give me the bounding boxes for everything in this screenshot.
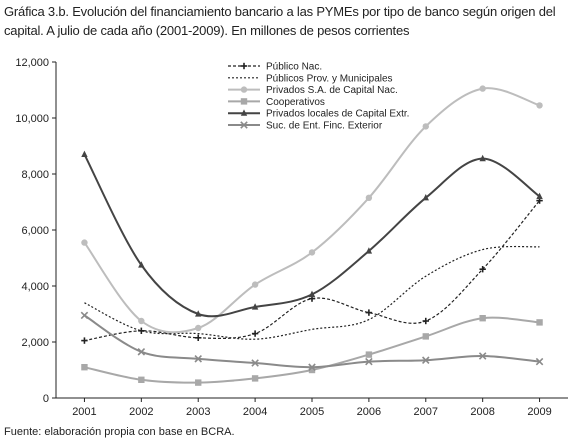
data-point: [479, 154, 486, 162]
y-tick-label: 10,000: [15, 113, 49, 125]
data-point: [251, 330, 259, 337]
data-point: [308, 366, 316, 374]
data-point: [308, 363, 316, 371]
data-point: [138, 317, 145, 325]
data-point: [365, 247, 373, 254]
legend-marker: [240, 62, 248, 70]
data-point: [365, 309, 373, 316]
x-tick-label: 2004: [243, 406, 267, 418]
legend-marker: [240, 109, 248, 116]
legend-item: Suc. de Ent. Finc. Exterior: [228, 121, 383, 132]
data-point: [251, 303, 259, 310]
legend-item: Público Nac.: [228, 62, 322, 73]
data-point: [195, 379, 202, 386]
data-point: [479, 85, 486, 92]
data-point: [422, 123, 429, 130]
axes: 0 2,000 4,000 6,000 8,000 10,000 12,000 2001 200…: [15, 57, 568, 418]
data-point: [138, 376, 145, 383]
legend-marker: [240, 121, 248, 129]
legend-marker: [240, 86, 248, 93]
data-point: [422, 194, 429, 201]
x-tick-label: 2009: [527, 406, 551, 418]
data-point: [195, 334, 202, 341]
data-point: [251, 375, 259, 382]
series-line: [84, 245, 540, 340]
x-tick-label: 2002: [129, 406, 153, 418]
legend-item: Públicos Prov. y Municipales: [228, 73, 393, 84]
x-tick-label: 2006: [357, 406, 381, 418]
data-point: [81, 364, 88, 371]
x-tick-label: 2005: [300, 406, 324, 418]
x-tick-label: 2003: [186, 406, 210, 418]
series-line: [84, 200, 541, 342]
data-point: [194, 355, 202, 363]
legend: Público Nac.Públicos Prov. y Municipales…: [228, 62, 409, 132]
data-point: [138, 261, 145, 268]
legend-item: Privados S.A. de Capital Nac.: [228, 85, 398, 96]
x-tick-label: 2007: [414, 406, 438, 418]
legend-marker: [240, 98, 248, 105]
data-point: [365, 351, 373, 358]
data-point: [251, 281, 259, 288]
legend-label: Privados S.A. de Capital Nac.: [266, 85, 398, 96]
data-point: [195, 310, 202, 317]
series-1: [81, 197, 543, 344]
data-point: [422, 333, 429, 340]
data-point: [308, 249, 316, 256]
data-point: [308, 290, 316, 297]
y-tick-label: 2,000: [21, 337, 49, 349]
data-point: [137, 348, 146, 356]
chart-title: Gráfica 3.b. Evolución del financiamient…: [4, 4, 556, 38]
source-note: Fuente: elaboración propia con base en B…: [4, 426, 235, 438]
data-point: [365, 194, 373, 201]
legend-label: Privados locales de Capital Extr.: [266, 109, 409, 120]
data-point: [81, 150, 88, 157]
series-2: [84, 245, 540, 340]
legend-label: Públicos Prov. y Municipales: [266, 73, 393, 84]
data-point: [251, 359, 259, 367]
y-tick-label: 0: [43, 393, 49, 405]
data-point: [536, 102, 543, 109]
data-point: [479, 266, 486, 273]
x-tick-label: 2001: [72, 406, 96, 418]
data-point: [478, 352, 487, 360]
data-point: [536, 319, 543, 326]
legend-item: Privados locales de Capital Extr.: [228, 109, 409, 120]
y-tick-label: 4,000: [21, 281, 49, 293]
data-point: [80, 311, 89, 320]
series-line: [83, 314, 540, 369]
y-tick-label: 8,000: [21, 169, 49, 181]
legend-label: Público Nac.: [266, 62, 322, 73]
x-tick-label: 2008: [470, 406, 494, 418]
series-3: [81, 85, 543, 334]
data-point: [195, 324, 202, 332]
series-4: [81, 315, 543, 386]
data-point: [81, 239, 88, 246]
data-point: [422, 356, 430, 364]
legend-label: Cooperativos: [266, 97, 325, 108]
legend-label: Suc. de Ent. Finc. Exterior: [266, 121, 383, 132]
data-point: [422, 317, 429, 325]
y-tick-label: 6,000: [21, 225, 49, 237]
data-point: [81, 337, 88, 344]
data-point: [365, 357, 373, 366]
series-6: [80, 311, 544, 371]
data-point: [535, 357, 544, 366]
y-tick-label: 12,000: [15, 57, 49, 69]
series-lines: [80, 85, 544, 386]
series-5: [81, 150, 543, 318]
data-point: [536, 192, 543, 199]
data-point: [479, 315, 486, 322]
legend-item: Cooperativos: [228, 97, 325, 108]
